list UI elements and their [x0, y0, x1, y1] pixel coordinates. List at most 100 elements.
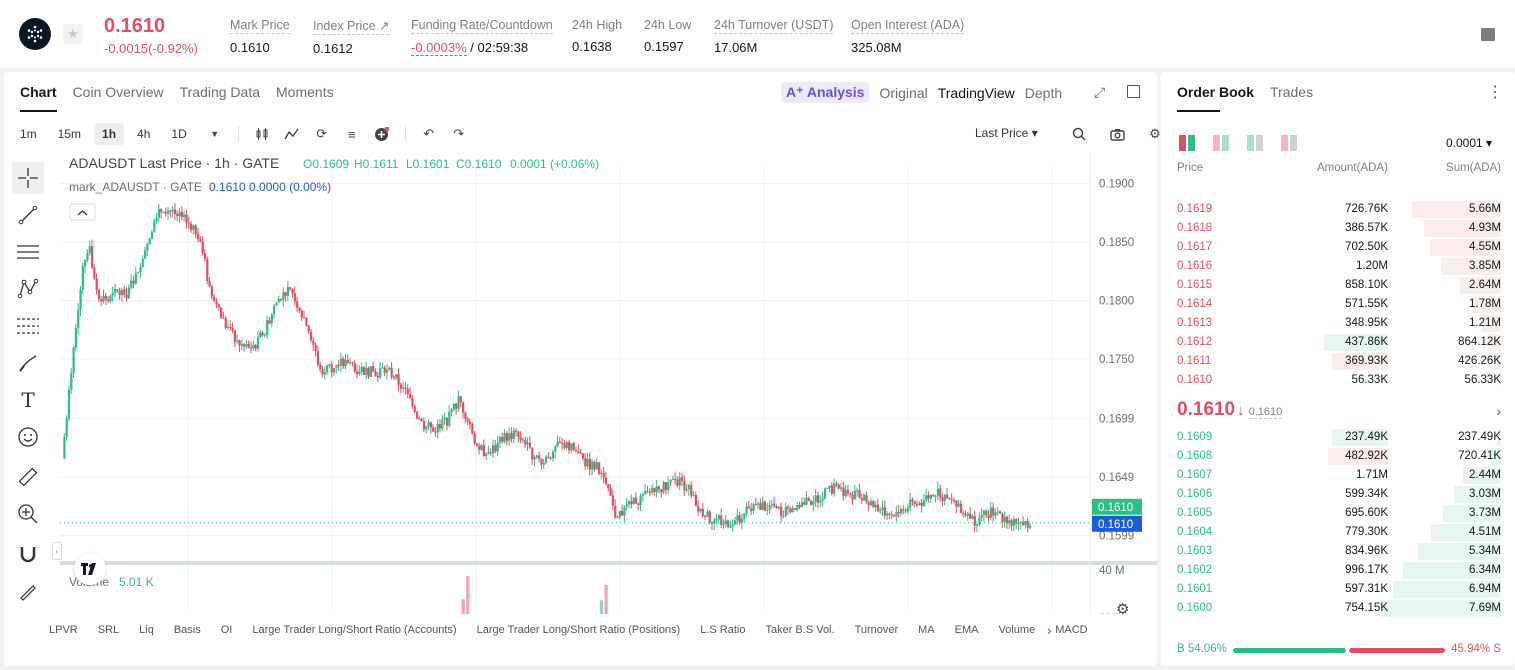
zoom-in-icon[interactable]: [12, 498, 44, 530]
collapse-legend-button[interactable]: [69, 203, 96, 221]
indicators-icon[interactable]: [281, 123, 303, 145]
undo-icon[interactable]: ↶: [423, 126, 435, 141]
indicator-macd[interactable]: MACD: [1055, 624, 1088, 636]
view-depth[interactable]: Depth: [1024, 84, 1063, 101]
view-asks-icon[interactable]: [1281, 135, 1297, 151]
indicator-ema[interactable]: EMA: [954, 624, 979, 636]
candlesticks: [63, 202, 1032, 533]
view-tradingview[interactable]: TradingView: [937, 84, 1015, 101]
ask-row[interactable]: 0.1610 56.33K 56.33K: [1161, 371, 1515, 390]
bid-row[interactable]: 0.1602 996.17K 6.34M: [1161, 561, 1515, 580]
indicator-scroll-right-icon[interactable]: ›: [1047, 622, 1052, 638]
tab-moments[interactable]: Moments: [276, 84, 334, 100]
ask-row[interactable]: 0.1614 571.55K 1.78M: [1161, 295, 1515, 314]
candle-body: [538, 455, 541, 459]
ai-analysis-button[interactable]: A⁺ Analysis: [781, 82, 870, 103]
tab-order-book[interactable]: Order Book: [1177, 84, 1255, 112]
favorite-star-icon[interactable]: ★: [63, 24, 83, 44]
price-type-select[interactable]: Last Price ▾: [975, 126, 1038, 140]
ask-row[interactable]: 0.1616 1.20M 3.85M: [1161, 257, 1515, 276]
candlestick: [704, 514, 707, 521]
bid-row[interactable]: 0.1608 482.92K 720.41K: [1161, 447, 1515, 466]
ask-row[interactable]: 0.1612 437.86K 864.12K: [1161, 333, 1515, 352]
emoji-icon[interactable]: [12, 421, 44, 453]
pattern-icon[interactable]: [12, 273, 44, 305]
candle-body: [114, 289, 117, 293]
candle-body: [109, 295, 112, 302]
add-indicator-icon[interactable]: [371, 123, 393, 145]
more-menu-icon[interactable]: ⋮: [1487, 84, 1503, 101]
tab-chart[interactable]: Chart: [20, 84, 57, 112]
ask-row[interactable]: 0.1617 702.50K 4.55M: [1161, 238, 1515, 257]
chevron-right-icon[interactable]: ›: [1496, 403, 1501, 419]
ask-row[interactable]: 0.1618 386.57K 4.93M: [1161, 219, 1515, 238]
refresh-icon[interactable]: ⟳: [316, 126, 328, 141]
bid-row[interactable]: 0.1601 597.31K 6.94M: [1161, 580, 1515, 599]
collapse-left-icon[interactable]: ‹: [52, 542, 62, 560]
bid-row[interactable]: 0.1604 779.30K 4.51M: [1161, 523, 1515, 542]
indicator-taker-b-s-vol[interactable]: Taker B.S Vol.: [765, 624, 835, 636]
tab-trading-data[interactable]: Trading Data: [179, 84, 261, 100]
timeframe-1h[interactable]: 1h: [94, 123, 125, 145]
candle-body: [505, 433, 509, 441]
popout-window-icon[interactable]: [1127, 85, 1140, 98]
view-both-icon[interactable]: [1179, 135, 1195, 151]
bid-row[interactable]: 0.1607 1.71M 2.44M: [1161, 466, 1515, 485]
indicator-l-s-ratio[interactable]: L.S Ratio: [700, 624, 746, 636]
timeframe-dropdown-icon[interactable]: ▼: [210, 129, 220, 139]
search-icon[interactable]: [1068, 123, 1090, 145]
indicator-liq[interactable]: Liq: [139, 624, 154, 636]
fib-retracement-icon[interactable]: [12, 310, 44, 342]
ask-row[interactable]: 0.1615 858.10K 2.64M: [1161, 276, 1515, 295]
tradingview-logo-icon[interactable]: [74, 553, 106, 585]
expand-icon[interactable]: ⤢: [1094, 84, 1106, 100]
trend-line-icon[interactable]: [12, 199, 44, 231]
indicator-volume[interactable]: Volume: [998, 624, 1036, 636]
ask-row[interactable]: 0.1613 348.95K 1.21M: [1161, 314, 1515, 333]
redo-icon[interactable]: ↷: [453, 126, 465, 141]
bid-row[interactable]: 0.1600 754.15K 7.69M: [1161, 599, 1515, 618]
brush-icon[interactable]: [12, 347, 44, 379]
price-chart[interactable]: 0.1900 0.1850 0.1800 0.1750 0.1699 0.1649 0.15…: [4, 152, 1157, 614]
magnet-icon[interactable]: [12, 538, 44, 570]
candlestick: [584, 453, 587, 470]
timeframe-1d[interactable]: 1D: [171, 127, 187, 141]
indicator-lpvr[interactable]: LPVR: [49, 624, 78, 636]
text-tool-icon[interactable]: T: [21, 388, 35, 412]
templates-icon[interactable]: ≡: [347, 126, 356, 142]
bid-row[interactable]: 0.1609 237.49K 237.49K: [1161, 428, 1515, 447]
tab-coin-overview[interactable]: Coin Overview: [72, 84, 164, 100]
bid-row[interactable]: 0.1603 834.96K 5.34M: [1161, 542, 1515, 561]
candle-type-icon[interactable]: [251, 123, 273, 145]
indicator-turnover[interactable]: Turnover: [854, 624, 899, 636]
horizontal-lines-icon[interactable]: [12, 236, 44, 268]
timeframe-15m[interactable]: 15m: [57, 127, 82, 141]
view-split-icon[interactable]: [1213, 135, 1229, 151]
bid-row[interactable]: 0.1606 599.34K 3.03M: [1161, 485, 1515, 504]
stat-index-price[interactable]: Index Price ↗ 0.1612: [313, 18, 390, 56]
indicator-srl[interactable]: SRL: [97, 624, 120, 636]
ask-row[interactable]: 0.1619 726.76K 5.66M: [1161, 200, 1515, 219]
pencil-lock-icon[interactable]: [12, 575, 44, 607]
bid-row[interactable]: 0.1605 695.60K 3.73M: [1161, 504, 1515, 523]
indicator-large-trader-long-short-ratio-positions[interactable]: Large Trader Long/Short Ratio (Positions…: [476, 624, 681, 636]
candlestick: [987, 509, 990, 522]
indicator-ma[interactable]: MA: [918, 624, 935, 636]
guide-book-icon[interactable]: [1481, 28, 1495, 41]
timeframe-4h[interactable]: 4h: [137, 127, 151, 141]
indicator-basis[interactable]: Basis: [173, 624, 201, 636]
scale-settings-icon[interactable]: ⚙: [1116, 601, 1130, 618]
ruler-icon[interactable]: [12, 461, 44, 493]
indicator-oi[interactable]: OI: [220, 624, 233, 636]
chart-settings-icon[interactable]: ⚙: [1149, 126, 1161, 141]
timeframe-1m[interactable]: 1m: [20, 127, 37, 141]
camera-icon[interactable]: [1106, 123, 1128, 145]
candlestick: [826, 487, 829, 489]
view-original[interactable]: Original: [879, 84, 928, 101]
crosshair-icon[interactable]: [12, 162, 44, 194]
indicator-large-trader-long-short-ratio-accounts[interactable]: Large Trader Long/Short Ratio (Accounts): [252, 624, 457, 636]
view-bids-icon[interactable]: [1247, 135, 1263, 151]
ask-row[interactable]: 0.1611 369.93K 426.26K: [1161, 352, 1515, 371]
tick-size-select[interactable]: 0.0001 ▾: [1446, 136, 1493, 150]
tab-trades[interactable]: Trades: [1270, 84, 1314, 100]
